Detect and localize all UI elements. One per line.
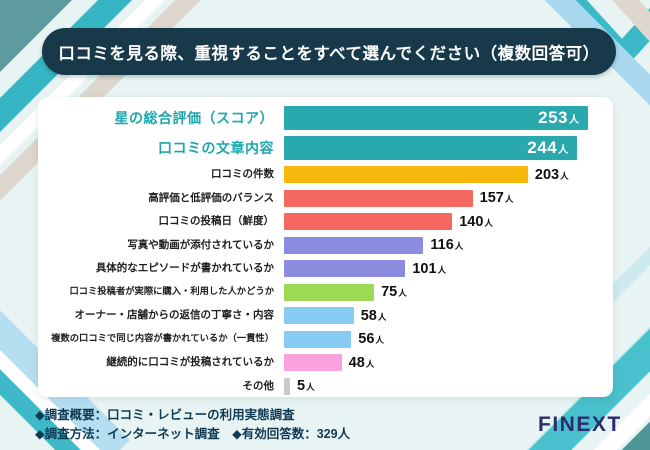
row-value-unit: 人 — [484, 217, 493, 228]
row-label: 具体的なエピソードが書かれているか — [95, 262, 274, 275]
row-label: 写真や動画が添付されているか — [127, 238, 274, 251]
bar-track: 140 人 — [284, 213, 613, 231]
row-value-unit: 人 — [437, 264, 447, 275]
row-value: 244 人 — [527, 138, 568, 158]
bar — [284, 377, 290, 395]
chart-row: その他 5 人 — [38, 375, 613, 399]
chart-row: 高評価と低評価のバランス 157 人 — [38, 187, 613, 211]
bar — [284, 166, 528, 184]
bar-track: 244 人 — [284, 136, 613, 160]
row-value-unit: 人 — [306, 382, 315, 393]
bar — [284, 330, 352, 348]
bar-track: 157 人 — [284, 189, 613, 207]
row-value-number: 5 — [297, 378, 306, 395]
row-value-unit: 人 — [375, 335, 384, 346]
row-value-number: 203 — [534, 166, 560, 183]
row-value: 56 人 — [358, 331, 384, 347]
row-label: 口コミの文章内容 — [158, 139, 274, 156]
row-label: オーナー・店舗からの返信の丁寧さ・内容 — [74, 309, 275, 322]
survey-method-note: ◆調査方法：インターネット調査 ◆有効回答数：329人 — [35, 427, 351, 441]
chart-row: 口コミの文章内容 244 人 — [38, 133, 613, 163]
row-label: その他 — [242, 379, 275, 392]
row-value: 116 人 — [430, 237, 463, 253]
bar-track: 75 人 — [284, 283, 613, 301]
bar-track: 203 人 — [284, 166, 613, 184]
row-value: 140 人 — [459, 214, 493, 230]
bar — [284, 189, 473, 207]
row-value-unit: 人 — [398, 288, 407, 299]
row-value: 48 人 — [349, 355, 375, 371]
chart-row: 口コミの投稿日（鮮度） 140 人 — [38, 210, 613, 234]
row-value-number: 101 — [412, 260, 437, 277]
chart-row: 継続的に口コミが投稿されているか 48 人 — [38, 351, 613, 375]
row-label: 口コミ投稿者が実際に購入・利用した人かどうか — [69, 286, 274, 297]
row-value-number: 140 — [459, 213, 484, 230]
row-value-number: 244 — [527, 138, 558, 157]
row-label: 口コミの投稿日（鮮度） — [158, 215, 275, 228]
row-value-unit: 人 — [558, 145, 569, 156]
finext-logo: FINEXT — [538, 413, 622, 436]
row-value-number: 56 — [358, 331, 375, 348]
row-value: 157 人 — [480, 190, 514, 206]
row-label: 複数の口コミで同じ内容が書かれているか（一貫性） — [51, 333, 274, 344]
chart-row: 複数の口コミで同じ内容が書かれているか（一貫性） 56 人 — [38, 328, 613, 352]
bar-track: 48 人 — [284, 354, 613, 372]
bar — [284, 307, 354, 325]
row-value-number: 58 — [360, 307, 377, 324]
chart-row: 星の総合評価（スコア） 253 人 — [38, 103, 613, 133]
chart-row: オーナー・店舗からの返信の丁寧さ・内容 58 人 — [38, 304, 613, 328]
chart-row: 具体的なエピソードが書かれているか 101 人 — [38, 257, 613, 281]
row-value-number: 157 — [479, 190, 504, 207]
row-value-number: 253 — [538, 108, 568, 127]
chart-rows: 星の総合評価（スコア） 253 人口コミの文章内容 244 人口コミの件数 203 人高評価… — [38, 103, 613, 398]
row-value-number: 48 — [348, 354, 365, 371]
chart-row: 口コミ投稿者が実際に購入・利用した人かどうか 75 人 — [38, 281, 613, 305]
bar — [284, 260, 406, 278]
bar-track: 56 人 — [284, 330, 613, 348]
bar — [284, 354, 342, 372]
row-value-unit: 人 — [569, 115, 579, 126]
survey-notes: ◆調査概要：口コミ・レビューの利用実態調査 ◆調査方法：インターネット調査 ◆有… — [35, 406, 350, 444]
row-value-unit: 人 — [377, 311, 387, 322]
row-value: 253 人 — [538, 108, 579, 128]
bar: 244 人 — [284, 136, 578, 160]
chart-card: 星の総合評価（スコア） 253 人口コミの文章内容 244 人口コミの件数 203 人高評価… — [38, 97, 613, 397]
row-value: 58 人 — [361, 308, 387, 324]
row-value-unit: 人 — [560, 170, 569, 181]
row-value: 203 人 — [535, 167, 569, 183]
row-value-unit: 人 — [504, 194, 514, 205]
bar-track: 101 人 — [284, 260, 613, 278]
row-value-unit: 人 — [454, 241, 464, 252]
bar-track: 116 人 — [284, 236, 613, 254]
row-label: 口コミの件数 — [211, 168, 274, 181]
survey-question-banner: 口コミを見る際、重視することをすべて選んでください（複数回答可） — [42, 28, 616, 75]
row-value-number: 75 — [381, 284, 398, 301]
survey-overview-note: ◆調査概要：口コミ・レビューの利用実態調査 — [35, 408, 295, 422]
chart-row: 口コミの件数 203 人 — [38, 163, 613, 187]
bar — [284, 236, 424, 254]
row-value: 101 人 — [412, 261, 446, 277]
bar — [284, 213, 453, 231]
row-label: 星の総合評価（スコア） — [114, 109, 274, 126]
chart-row: 写真や動画が添付されているか 116 人 — [38, 234, 613, 258]
bar: 253 人 — [284, 106, 588, 130]
bar-track: 253 人 — [284, 106, 613, 130]
row-value-unit: 人 — [365, 358, 375, 369]
row-label: 高評価と低評価のバランス — [148, 191, 274, 204]
row-value-number: 116 — [430, 237, 454, 254]
survey-question-title: 口コミを見る際、重視することをすべて選んでください（複数回答可） — [58, 44, 600, 63]
row-label: 継続的に口コミが投稿されているか — [106, 356, 274, 369]
bar — [284, 283, 375, 301]
row-value: 75 人 — [381, 284, 407, 300]
bar-track: 58 人 — [284, 307, 613, 325]
